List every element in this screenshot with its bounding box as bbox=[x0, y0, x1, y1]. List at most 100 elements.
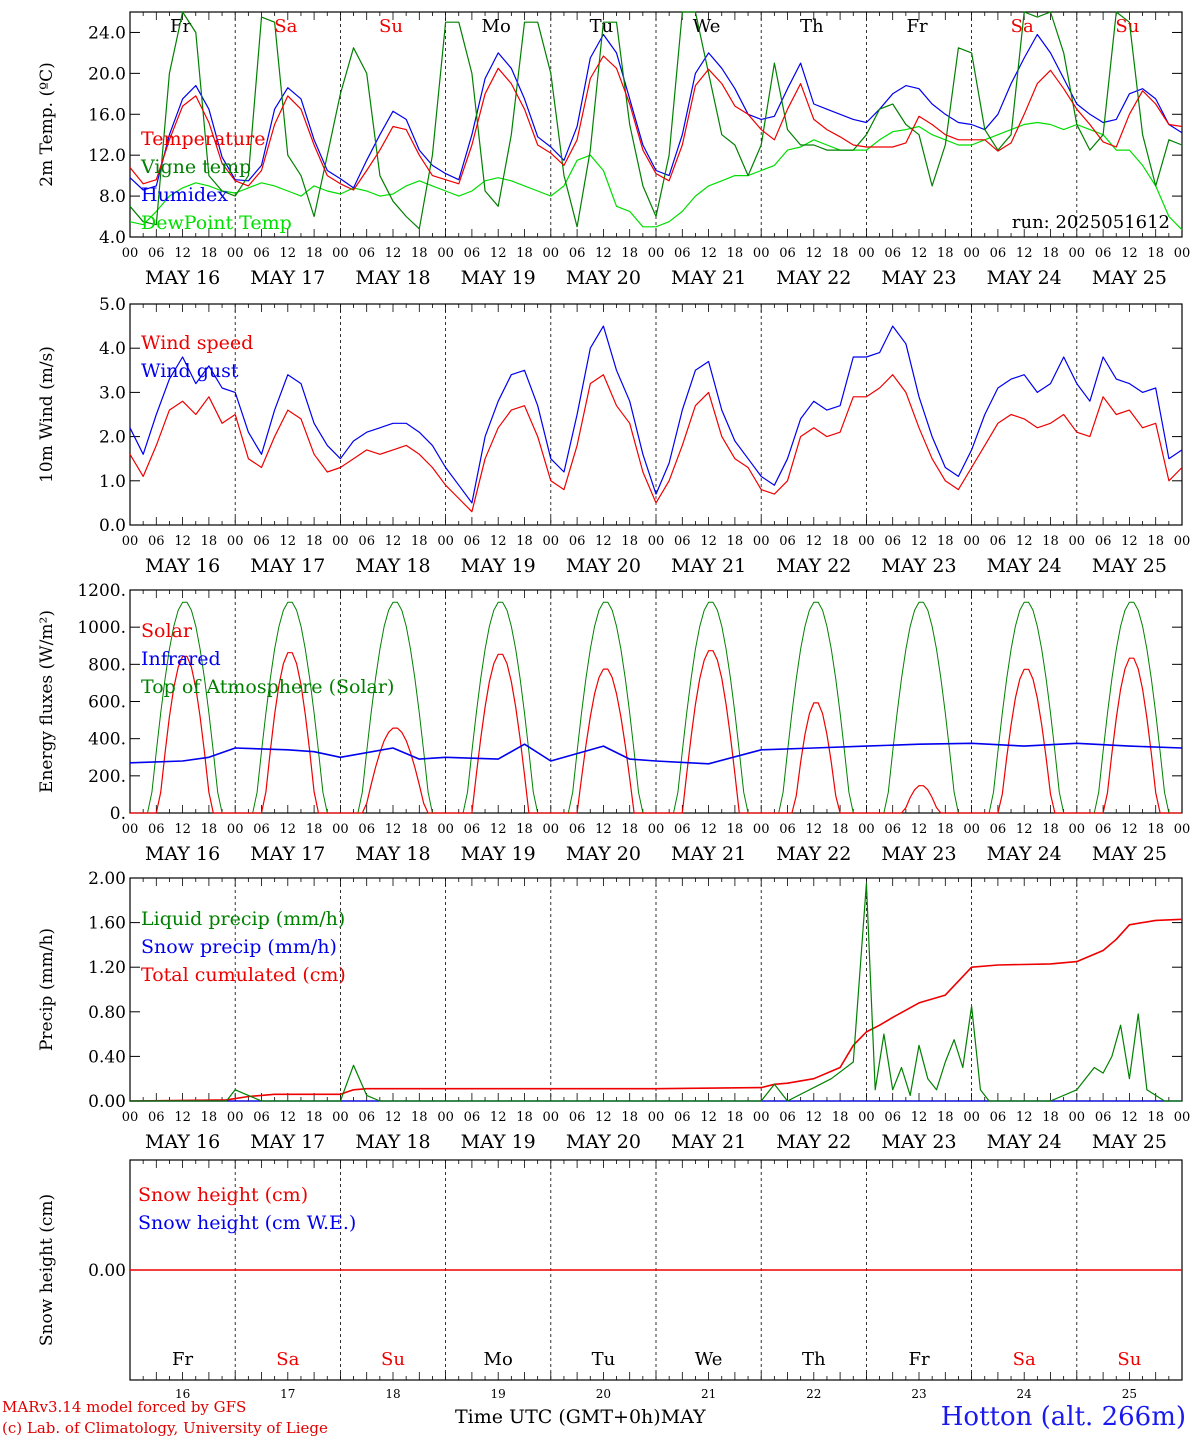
wind-hour-label: 18 bbox=[1147, 534, 1164, 549]
wind-y-tick-label: 2.0 bbox=[99, 428, 126, 448]
precip-date-label: MAY 19 bbox=[461, 1131, 536, 1153]
temp-hour-label: 18 bbox=[201, 246, 218, 261]
temp-hour-label: 12 bbox=[1121, 246, 1138, 261]
snow-dow-label: Th bbox=[802, 1349, 826, 1370]
wind-hour-label: 06 bbox=[148, 534, 165, 549]
flux-y-axis-title: Energy fluxes (W/m²) bbox=[37, 610, 57, 793]
temp-y-tick-label: 4.0 bbox=[99, 228, 126, 248]
temp-hour-label: 12 bbox=[806, 246, 823, 261]
flux-hour-label: 18 bbox=[516, 822, 533, 837]
precip-hour-label: 06 bbox=[674, 1110, 691, 1125]
flux-hour-label: 18 bbox=[1147, 822, 1164, 837]
flux-hour-label: 06 bbox=[464, 822, 481, 837]
snow-dow-label: Su bbox=[381, 1349, 405, 1370]
temp-hour-label: 18 bbox=[832, 246, 849, 261]
wind-hour-label: 12 bbox=[911, 534, 928, 549]
wind-hour-label: 12 bbox=[490, 534, 507, 549]
temp-panel: 4.0 8.0 12.0 16.0 20.0 24.0 2m Temp. (ºC) 00 06 1… bbox=[37, 11, 1190, 289]
temp-hour-label: 18 bbox=[621, 246, 638, 261]
flux-hour-label: 06 bbox=[569, 822, 586, 837]
precip-y-axis-title: Precip (mm/h) bbox=[37, 928, 57, 1051]
precip-hour-label: 00 bbox=[1069, 1110, 1086, 1125]
flux-date-label: MAY 24 bbox=[987, 843, 1062, 865]
temp-legend-entry: Vigne temp bbox=[140, 156, 251, 178]
flux-y-tick-label: 0. bbox=[110, 804, 126, 824]
temp-hour-label: 18 bbox=[937, 246, 954, 261]
wind-y-tick-label: 1.0 bbox=[99, 472, 126, 492]
snow-date-number: 20 bbox=[596, 1387, 611, 1401]
wind-hour-label: 06 bbox=[779, 534, 796, 549]
flux-y-tick-label: 1200. bbox=[77, 581, 126, 601]
flux-legend-entry: Infrared bbox=[141, 648, 221, 670]
temp-y-axis-title: 2m Temp. (ºC) bbox=[37, 62, 57, 187]
snow-date-number: 21 bbox=[701, 1387, 716, 1401]
temp-date-label: MAY 25 bbox=[1092, 267, 1167, 289]
precip-hour-label: 06 bbox=[358, 1110, 375, 1125]
temp-hour-label: 18 bbox=[1042, 246, 1059, 261]
precip-hour-label: 00 bbox=[122, 1110, 139, 1125]
temp-hour-label: 12 bbox=[174, 246, 191, 261]
wind-hour-label: 12 bbox=[1016, 534, 1033, 549]
snow-date-number: 22 bbox=[806, 1387, 821, 1401]
temp-y-tick-label: 8.0 bbox=[99, 187, 126, 207]
wind-hour-label: 00 bbox=[227, 534, 244, 549]
flux-hour-label: 06 bbox=[253, 822, 270, 837]
precip-y-tick-label: 0.40 bbox=[88, 1047, 126, 1067]
flux-panel: 0. 200. 400. 600. 800. 1000. 1200. Energy fluxe… bbox=[37, 581, 1190, 865]
snow-dow-label: Su bbox=[1117, 1349, 1141, 1370]
precip-legend-entry: Total cumulated (cm) bbox=[141, 964, 346, 986]
wind-panel: 0.0 1.0 2.0 3.0 4.0 5.0 10m Wind (m/s) 00 06 12 18… bbox=[37, 295, 1190, 577]
flux-y-tick-label: 200. bbox=[88, 767, 126, 787]
temp-hour-label: 00 bbox=[858, 246, 875, 261]
model-credit: MARv3.14 model forced by GFS bbox=[2, 1398, 247, 1416]
wind-hour-label: 18 bbox=[832, 534, 849, 549]
wind-hour-label: 12 bbox=[385, 534, 402, 549]
wind-hour-label: 18 bbox=[621, 534, 638, 549]
precip-hour-label: 06 bbox=[779, 1110, 796, 1125]
temp-date-label: MAY 20 bbox=[566, 267, 641, 289]
wind-hour-label: 12 bbox=[280, 534, 297, 549]
precip-hour-label: 12 bbox=[1121, 1110, 1138, 1125]
time-axis-label: Time UTC (GMT+0h)MAY bbox=[455, 1406, 706, 1428]
precip-hour-label: 12 bbox=[1016, 1110, 1033, 1125]
wind-legend-entry: Wind gust bbox=[141, 360, 239, 382]
wind-date-label: MAY 21 bbox=[671, 555, 746, 577]
temp-hour-label: 12 bbox=[280, 246, 297, 261]
temp-hour-label: 00 bbox=[648, 246, 665, 261]
temp-hour-label: 06 bbox=[674, 246, 691, 261]
wind-hour-label: 18 bbox=[411, 534, 428, 549]
flux-hour-label: 00 bbox=[753, 822, 770, 837]
temp-hour-label: 00 bbox=[1069, 246, 1086, 261]
precip-hour-label: 06 bbox=[884, 1110, 901, 1125]
temp-series-humidex bbox=[129, 33, 1183, 191]
wind-hour-label: 00 bbox=[858, 534, 875, 549]
precip-legend-entry: Snow precip (mm/h) bbox=[141, 936, 337, 958]
precip-hour-label: 18 bbox=[1042, 1110, 1059, 1125]
wind-hour-label: 06 bbox=[569, 534, 586, 549]
wind-hour-label: 18 bbox=[201, 534, 218, 549]
precip-hour-label: 18 bbox=[937, 1110, 954, 1125]
snow-panel: 0.00 Snow height (cm) Snow height (cm) Snow… bbox=[37, 1159, 1183, 1401]
temp-hour-label: 12 bbox=[385, 246, 402, 261]
precip-hour-label: 06 bbox=[148, 1110, 165, 1125]
flux-hour-label: 06 bbox=[779, 822, 796, 837]
wind-hour-label: 18 bbox=[1042, 534, 1059, 549]
precip-hour-label: 00 bbox=[227, 1110, 244, 1125]
flux-date-label: MAY 23 bbox=[881, 843, 956, 865]
precip-hour-label: 06 bbox=[253, 1110, 270, 1125]
wind-y-tick-label: 3.0 bbox=[99, 383, 126, 403]
precip-date-label: MAY 22 bbox=[776, 1131, 851, 1153]
flux-hour-label: 06 bbox=[148, 822, 165, 837]
snow-dow-label: Tu bbox=[592, 1349, 616, 1370]
snow-date-number: 25 bbox=[1122, 1387, 1137, 1401]
precip-date-label: MAY 18 bbox=[355, 1131, 430, 1153]
wind-series-wind-speed bbox=[129, 374, 1183, 513]
snow-y-tick-label: 0.00 bbox=[88, 1261, 126, 1281]
precip-series-total-cumulated-cm- bbox=[129, 918, 1183, 1102]
temp-dow-label: Tu bbox=[590, 16, 614, 37]
precip-y-tick-label: 2.00 bbox=[88, 869, 126, 889]
flux-date-label: MAY 22 bbox=[776, 843, 851, 865]
wind-hour-label: 18 bbox=[306, 534, 323, 549]
flux-hour-label: 00 bbox=[1174, 822, 1191, 837]
